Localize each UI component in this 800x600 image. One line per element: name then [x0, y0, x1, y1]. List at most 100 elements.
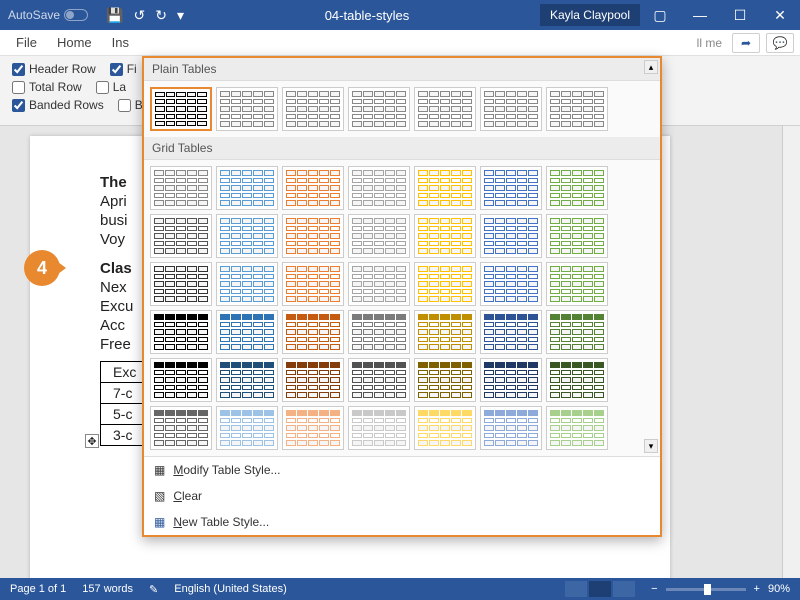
new-table-style[interactable]: ▦New Table Style... [144, 509, 660, 535]
step-callout: 4 [24, 250, 60, 286]
table-style-swatch[interactable] [348, 166, 410, 210]
read-mode-icon[interactable] [565, 581, 587, 597]
filename: 04-table-styles [194, 8, 540, 23]
table-style-swatch[interactable] [546, 262, 608, 306]
comments-icon[interactable]: 💬 [766, 33, 794, 53]
table-style-swatch[interactable] [216, 262, 278, 306]
language-status[interactable]: English (United States) [174, 583, 287, 595]
tell-me[interactable]: ll me [697, 36, 722, 50]
table-style-swatch[interactable] [282, 214, 344, 258]
minimize-icon[interactable]: — [680, 0, 720, 30]
clear-icon: ▧ [154, 489, 165, 503]
ribbon-options-icon[interactable]: ▢ [640, 0, 680, 30]
maximize-icon[interactable]: ☐ [720, 0, 760, 30]
save-icon[interactable]: 💾 [106, 7, 123, 24]
table-style-swatch[interactable] [216, 310, 278, 354]
table-style-swatch[interactable] [414, 214, 476, 258]
table-style-swatch[interactable] [546, 406, 608, 450]
clear-table-style[interactable]: ▧Clear [144, 483, 660, 509]
table-style-swatch[interactable] [480, 214, 542, 258]
table-style-swatch[interactable] [150, 262, 212, 306]
table-style-swatch[interactable] [150, 310, 212, 354]
print-layout-icon[interactable] [589, 581, 611, 597]
banded-rows-checkbox[interactable]: Banded Rows [12, 98, 104, 112]
first-column-checkbox[interactable]: Fi [110, 62, 137, 76]
autosave-label: AutoSave [8, 8, 60, 22]
web-layout-icon[interactable] [613, 581, 635, 597]
table-style-swatch[interactable] [150, 214, 212, 258]
table-style-swatch[interactable] [150, 358, 212, 402]
table-style-swatch[interactable] [282, 262, 344, 306]
table-style-swatch[interactable] [414, 87, 476, 131]
close-icon[interactable]: ✕ [760, 0, 800, 30]
scroll-down-icon[interactable]: ▾ [644, 439, 658, 453]
table-style-swatch[interactable] [414, 166, 476, 210]
page-status[interactable]: Page 1 of 1 [10, 583, 66, 595]
table-style-swatch[interactable] [546, 87, 608, 131]
modify-icon: ▦ [154, 463, 165, 477]
table-style-swatch[interactable] [348, 310, 410, 354]
table-style-swatch[interactable] [216, 87, 278, 131]
customize-icon[interactable]: ▾ [177, 7, 184, 24]
grid-tables-grid [144, 160, 660, 456]
table-style-swatch[interactable] [282, 358, 344, 402]
table-style-swatch[interactable] [348, 358, 410, 402]
table-style-swatch[interactable] [150, 87, 212, 131]
tab-home[interactable]: Home [47, 31, 102, 54]
table-style-swatch[interactable] [480, 87, 542, 131]
table-style-swatch[interactable] [216, 406, 278, 450]
window-controls: ▢ — ☐ ✕ [640, 0, 800, 30]
table-style-swatch[interactable] [414, 310, 476, 354]
new-icon: ▦ [154, 515, 165, 529]
table-style-swatch[interactable] [216, 214, 278, 258]
tab-insert[interactable]: Ins [102, 31, 139, 54]
redo-icon[interactable]: ↻ [155, 7, 167, 24]
modify-table-style[interactable]: ▦Modify Table Style... [144, 457, 660, 483]
last-column-checkbox[interactable]: La [96, 80, 126, 94]
section-grid-tables: Grid Tables [144, 137, 660, 160]
table-style-swatch[interactable] [348, 406, 410, 450]
table-style-swatch[interactable] [150, 406, 212, 450]
ribbon-tabs: File Home Ins ll me ➦ 💬 [0, 30, 800, 56]
autosave-toggle[interactable]: AutoSave [0, 8, 96, 22]
table-style-swatch[interactable] [282, 310, 344, 354]
table-style-swatch[interactable] [348, 262, 410, 306]
proofing-icon[interactable]: ✎ [149, 583, 158, 596]
table-style-swatch[interactable] [282, 166, 344, 210]
table-style-swatch[interactable] [546, 310, 608, 354]
table-style-swatch[interactable] [216, 358, 278, 402]
table-style-swatch[interactable] [480, 358, 542, 402]
toggle-icon [64, 9, 88, 21]
table-style-swatch[interactable] [414, 358, 476, 402]
vertical-ruler [782, 126, 800, 578]
table-style-swatch[interactable] [216, 166, 278, 210]
table-style-swatch[interactable] [150, 166, 212, 210]
undo-icon[interactable]: ↺ [133, 7, 145, 24]
zoom-control[interactable]: − + 90% [651, 583, 790, 595]
table-style-swatch[interactable] [480, 166, 542, 210]
scroll-up-icon[interactable]: ▴ [644, 60, 658, 74]
total-row-checkbox[interactable]: Total Row [12, 80, 82, 94]
table-style-swatch[interactable] [480, 262, 542, 306]
table-style-swatch[interactable] [546, 166, 608, 210]
table-style-swatch[interactable] [546, 214, 608, 258]
zoom-in-icon[interactable]: + [754, 583, 760, 595]
table-style-swatch[interactable] [414, 262, 476, 306]
zoom-level[interactable]: 90% [768, 583, 790, 595]
table-style-swatch[interactable] [282, 87, 344, 131]
table-style-swatch[interactable] [282, 406, 344, 450]
table-style-swatch[interactable] [480, 310, 542, 354]
table-style-swatch[interactable] [480, 406, 542, 450]
user-badge[interactable]: Kayla Claypool [540, 4, 640, 26]
table-style-swatch[interactable] [414, 406, 476, 450]
table-style-swatch[interactable] [348, 214, 410, 258]
zoom-out-icon[interactable]: − [651, 583, 657, 595]
table-style-swatch[interactable] [348, 87, 410, 131]
table-move-handle-icon[interactable]: ✥ [85, 434, 99, 448]
table-style-swatch[interactable] [546, 358, 608, 402]
share-icon[interactable]: ➦ [732, 33, 760, 53]
header-row-checkbox[interactable]: Header Row [12, 62, 96, 76]
zoom-slider[interactable] [666, 588, 746, 591]
tab-file[interactable]: File [6, 31, 47, 54]
word-count[interactable]: 157 words [82, 583, 133, 595]
